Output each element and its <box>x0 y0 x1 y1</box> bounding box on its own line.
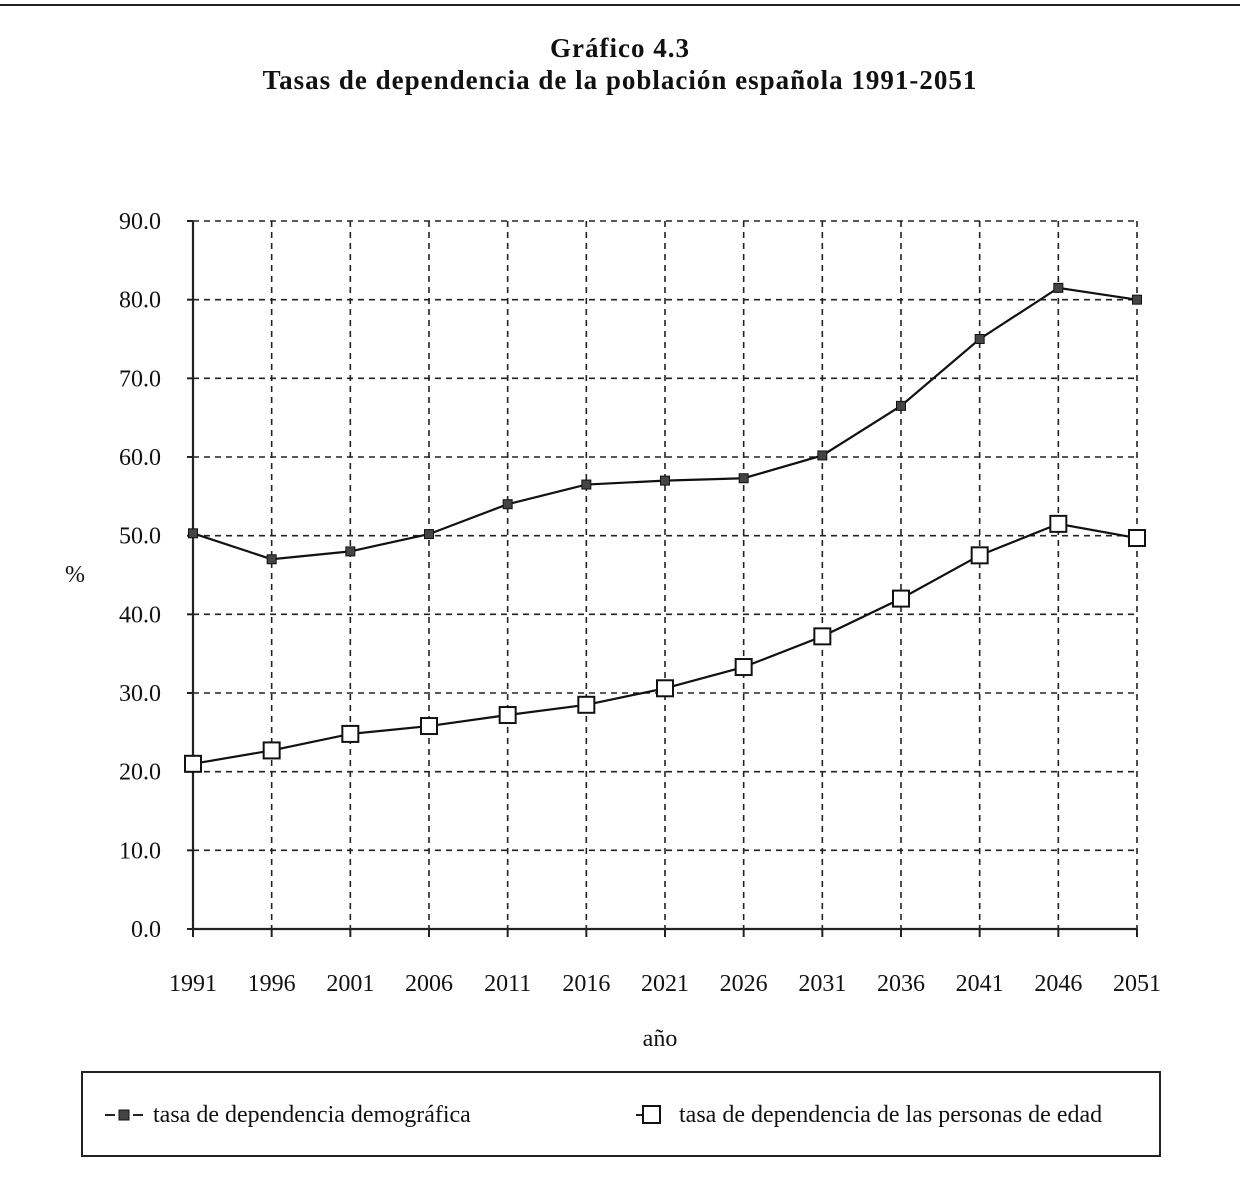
data-point-filled-square <box>345 546 356 557</box>
data-point-filled-square <box>581 479 592 490</box>
data-point-filled-square <box>817 450 828 461</box>
x-axis-label: año <box>643 1026 678 1052</box>
data-point-filled-square <box>424 529 434 540</box>
data-point-open-square <box>262 741 281 760</box>
grid <box>193 220 1138 929</box>
y-tick-label: 30.0 <box>119 681 161 707</box>
x-tick-label: 2026 <box>720 971 768 997</box>
data-point-open-square <box>970 546 989 565</box>
legend-item-demografica: tasa de dependencia demográfica <box>103 1097 471 1133</box>
x-tick-label: 2021 <box>641 971 689 997</box>
x-tick-label: 2006 <box>405 971 453 997</box>
y-tick-label: 20.0 <box>119 760 161 786</box>
x-tick-label: 1991 <box>169 971 217 997</box>
data-point-open-square <box>734 658 753 677</box>
x-tick-label: 2036 <box>877 971 925 997</box>
data-point-open-square <box>341 724 360 743</box>
x-tick-label: 1996 <box>248 971 296 997</box>
x-tick-label: 2016 <box>562 971 610 997</box>
series-group <box>184 282 1146 773</box>
legend-label-personas-edad: tasa de dependencia de las personas de e… <box>679 1101 1103 1128</box>
x-tick-label: 2011 <box>484 971 531 997</box>
data-point-open-square <box>656 679 674 698</box>
y-tick-label: 10.0 <box>119 838 161 864</box>
x-tick-label: 2051 <box>1113 971 1161 997</box>
axes <box>187 220 1138 937</box>
data-point-open-square <box>892 589 910 608</box>
x-tick-label: 2041 <box>956 971 1004 997</box>
data-point-filled-square <box>188 528 198 539</box>
y-tick-labels: 0.0 10.0 20.0 30.0 40.0 50.0 60.0 70.0 80.0 90.0 <box>119 209 161 943</box>
data-point-filled-square <box>502 499 513 510</box>
data-point-open-square <box>1128 529 1146 548</box>
data-point-open-square <box>420 717 438 736</box>
data-point-filled-square <box>738 473 749 484</box>
y-tick-label: 50.0 <box>119 524 161 550</box>
legend-item-personas-edad: tasa de dependencia de las personas de e… <box>635 1097 1102 1133</box>
chart-subtitle: Tasas de dependencia de la población esp… <box>262 65 978 95</box>
chart-title: Gráfico 4.3 <box>550 33 690 63</box>
data-point-filled-square <box>266 554 277 565</box>
data-point-filled-square <box>660 475 670 486</box>
legend-label-demografica: tasa de dependencia demográfica <box>153 1101 471 1128</box>
title-block: Gráfico 4.3 Tasas de dependencia de la p… <box>0 32 1240 96</box>
data-point-open-square <box>184 754 202 773</box>
y-tick-label: 60.0 <box>119 445 161 471</box>
data-point-filled-square <box>896 400 906 411</box>
x-tick-label: 2001 <box>326 971 374 997</box>
y-tick-label: 0.0 <box>131 917 161 943</box>
top-rule <box>0 4 1240 6</box>
data-point-filled-square <box>1053 282 1064 293</box>
data-point-open-square <box>813 627 832 646</box>
y-tick-label: 70.0 <box>119 366 161 392</box>
y-axis-label: % <box>65 562 85 588</box>
y-tick-label: 80.0 <box>119 288 161 314</box>
x-tick-label: 2046 <box>1034 971 1082 997</box>
data-point-open-square <box>1049 514 1068 533</box>
data-point-filled-square <box>1132 294 1142 305</box>
open-square-marker-icon <box>636 1105 661 1124</box>
y-tick-label: 40.0 <box>119 602 161 628</box>
data-point-filled-square <box>974 334 985 344</box>
x-tick-label: 2031 <box>798 971 846 997</box>
legend: tasa de dependencia demográfica tasa de … <box>81 1071 1161 1157</box>
y-tick-label: 90.0 <box>119 209 161 235</box>
x-tick-labels: 1991 1996 2001 2006 2011 2016 2021 2026 2031 2036… <box>169 971 1161 997</box>
filled-square-marker-icon <box>105 1109 143 1121</box>
data-point-open-square <box>498 706 517 725</box>
data-point-open-square <box>577 695 596 714</box>
